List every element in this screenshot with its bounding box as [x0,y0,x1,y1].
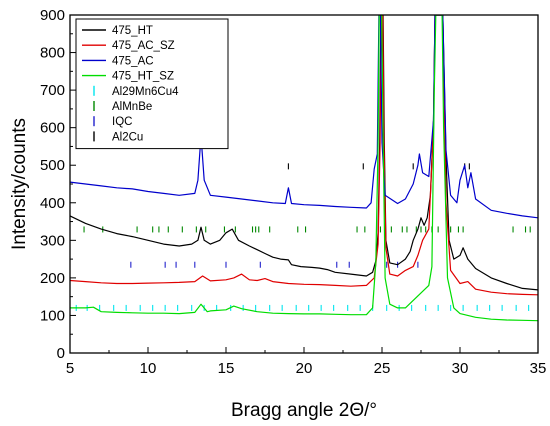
series-line-475-ht-sz [70,15,538,322]
x-tick-label: 30 [452,360,469,377]
y-tick-label: 800 [40,45,65,62]
legend-label-475-ac-sz: 475_AC_SZ [112,40,175,52]
y-tick-label: 0 [57,345,65,362]
y-tick-label: 600 [40,120,65,137]
legend-label-iqc: IQC [112,116,132,128]
x-tick-label: 10 [140,360,157,377]
legend-label-al2cu: Al2Cu [112,131,143,143]
x-tick-label: 35 [530,360,547,377]
y-tick-label: 900 [40,7,65,24]
x-axis-title: Bragg angle 2Θ/° [231,400,377,421]
x-tick-label: 15 [218,360,235,377]
legend-box [75,18,229,150]
x-tick-label: 25 [374,360,391,377]
legend-label-475-ht-sz: 475_HT_SZ [112,71,174,83]
y-tick-label: 500 [40,157,65,174]
y-axis-title: Intensity/counts [9,118,30,250]
x-tick-label: 20 [296,360,313,377]
legend-label-almnbe: AlMnBe [112,101,152,113]
legend: 475_HT 475_AC_SZ 475_AC 475_HT_SZ Al29Mn6Cu4… [75,18,229,150]
series-line-475-ac [70,15,538,219]
y-tick-label: 400 [40,195,65,212]
legend-label-475-ht: 475_HT [112,25,153,37]
legend-label-475-ac: 475_AC [112,55,154,67]
y-tick-label: 100 [40,307,65,324]
y-tick-label: 300 [40,232,65,249]
legend-label-al29mn6cu4: Al29Mn6Cu4 [112,86,179,98]
x-tick-label: 5 [66,360,74,377]
y-tick-label: 700 [40,82,65,99]
y-tick-label: 200 [40,270,65,287]
